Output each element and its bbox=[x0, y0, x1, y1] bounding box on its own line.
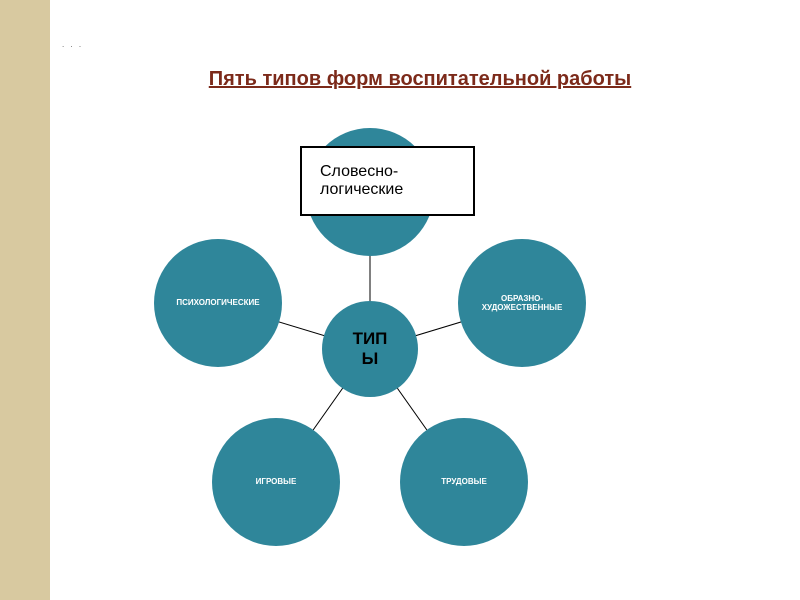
node-bright: ТРУДОВЫЕ bbox=[400, 418, 528, 546]
node-bleft: ИГРОВЫЕ bbox=[212, 418, 340, 546]
center-node: ТИП Ы bbox=[322, 301, 418, 397]
slide: . . . Пять типов форм воспитательной раб… bbox=[0, 0, 800, 600]
radial-diagram: ОБРАЗНО- ХУДОЖЕСТВЕННЫЕ ТРУДОВЫЕ ИГРОВЫЕ ПС… bbox=[0, 0, 800, 600]
node-right: ОБРАЗНО- ХУДОЖЕСТВЕННЫЕ bbox=[458, 239, 586, 367]
overlay-box: Словесно- логические bbox=[300, 146, 475, 216]
node-left: ПСИХОЛОГИЧЕСКИЕ bbox=[154, 239, 282, 367]
